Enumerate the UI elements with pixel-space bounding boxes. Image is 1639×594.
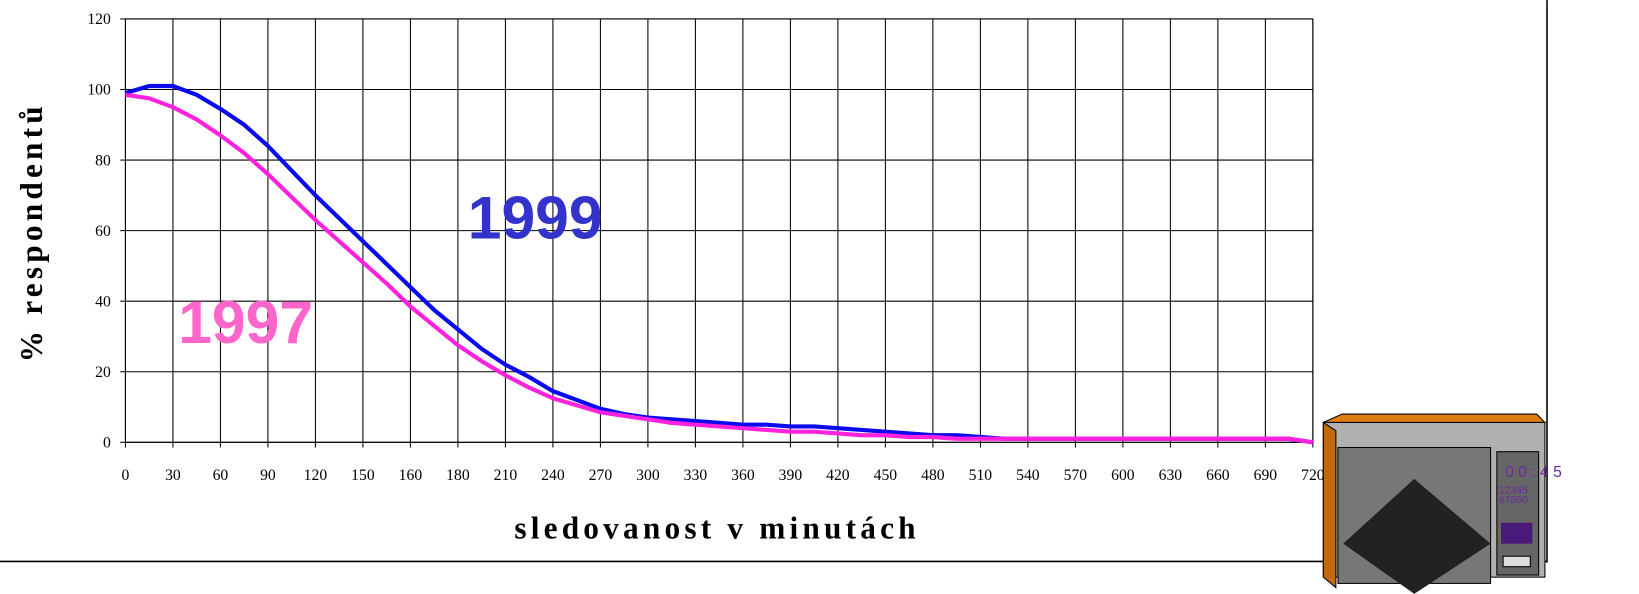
tv-icon: 0 0 : 4 5 12345 67890 (1322, 413, 1562, 594)
x-tick-label: 160 (399, 467, 423, 484)
x-tick-label: 720 (1301, 467, 1325, 484)
x-tick-label: 600 (1111, 467, 1135, 484)
series-label: 1997 (178, 288, 313, 356)
x-tick-label: 90 (260, 467, 276, 484)
x-tick-label: 510 (969, 467, 993, 484)
tv-top (1323, 413, 1547, 423)
x-tick-label: 210 (494, 467, 518, 484)
tv-buttons (1501, 522, 1533, 544)
x-tick-label: 30 (165, 467, 181, 484)
tv-clock: 0 0 : 4 5 (1505, 464, 1562, 481)
tv-panel (1496, 451, 1540, 576)
x-tick-label: 660 (1206, 467, 1230, 484)
plot-border (124, 18, 1314, 443)
x-tick-label: 450 (874, 467, 898, 484)
tv-keypad: 67890 (1499, 495, 1528, 506)
x-tick-label: 360 (731, 467, 755, 484)
y-tick-label: 100 (87, 82, 111, 99)
y-tick-label: 80 (95, 152, 111, 169)
y-tick-label: 60 (95, 223, 111, 240)
y-tick-label: 20 (95, 364, 111, 381)
x-tick-label: 150 (351, 467, 375, 484)
tv-screen-shape (1343, 478, 1491, 594)
x-tick-label: 480 (921, 467, 945, 484)
series-line (124, 83, 1314, 445)
x-tick-label: 240 (541, 467, 565, 484)
y-axis-title: % respondentů (14, 102, 49, 362)
x-tick-label: 690 (1254, 467, 1278, 484)
x-tick-label: 60 (213, 467, 229, 484)
x-tick-label: 570 (1064, 467, 1088, 484)
x-tick-label: 540 (1016, 467, 1040, 484)
x-tick-label: 270 (589, 467, 613, 484)
x-tick-label: 180 (446, 467, 470, 484)
x-tick-label: 630 (1159, 467, 1183, 484)
tv-keypad: 12345 (1499, 486, 1528, 497)
series-line (125, 92, 1314, 445)
y-tick-label: 40 (95, 293, 111, 310)
x-tick-label: 120 (304, 467, 328, 484)
x-tick-label: 420 (826, 467, 850, 484)
x-tick-label: 0 (122, 467, 130, 484)
y-tick-label: 120 (87, 11, 111, 28)
tv-side (1322, 421, 1337, 589)
x-tick-label: 390 (779, 467, 803, 484)
x-tick-label: 330 (684, 467, 708, 484)
series-label: 1999 (468, 183, 603, 251)
tv-slot (1502, 555, 1531, 568)
x-axis-title: sledovanost v minutách (514, 510, 919, 545)
x-tick-label: 300 (636, 467, 660, 484)
y-tick-label: 0 (103, 435, 111, 452)
